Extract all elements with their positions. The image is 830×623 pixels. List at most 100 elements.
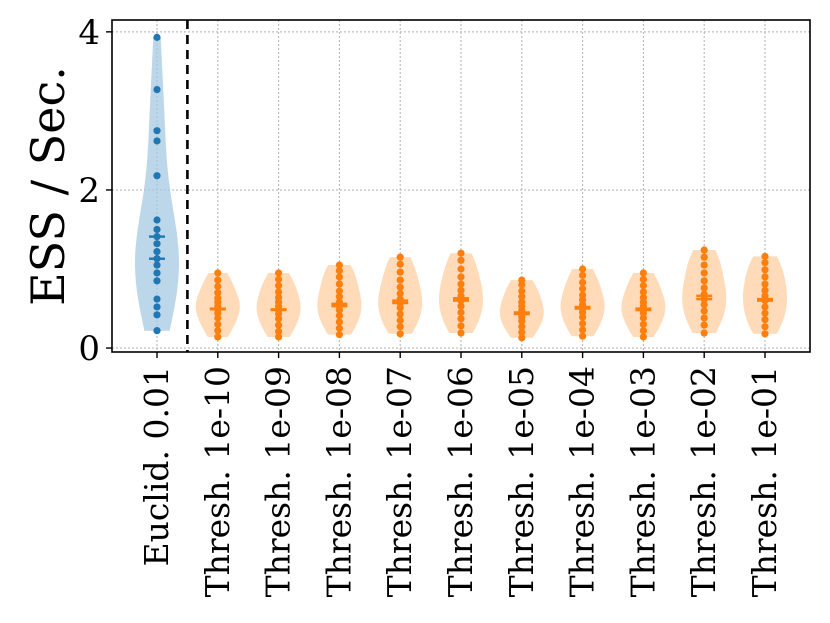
x-tick-label: Thresh. 1e-08	[319, 366, 358, 597]
data-point	[335, 273, 343, 281]
data-point	[396, 330, 404, 338]
data-point	[214, 276, 222, 284]
data-point	[457, 329, 465, 337]
data-point	[275, 288, 283, 296]
data-point	[518, 334, 526, 342]
x-tick-label: Thresh. 1e-09	[259, 366, 298, 597]
x-tick-label: Thresh. 1e-02	[684, 366, 723, 597]
data-point	[396, 253, 404, 261]
data-point	[457, 265, 465, 273]
y-axis-label: ESS / Sec.	[21, 66, 75, 306]
data-point	[639, 333, 648, 341]
data-point	[518, 328, 526, 336]
data-point	[335, 293, 343, 301]
data-point	[457, 308, 465, 317]
data-point	[153, 327, 161, 335]
data-point	[153, 85, 161, 94]
data-point	[275, 327, 283, 336]
data-point	[761, 286, 769, 294]
data-point	[639, 293, 648, 302]
data-point	[518, 276, 526, 284]
data-point	[579, 265, 587, 273]
data-point	[579, 278, 587, 287]
data-point	[518, 323, 526, 331]
data-point	[579, 319, 587, 328]
data-point	[153, 137, 161, 145]
data-point	[700, 284, 708, 292]
data-point	[335, 318, 343, 326]
data-point	[579, 285, 587, 293]
data-point	[700, 321, 708, 329]
data-point	[700, 246, 708, 254]
x-tick-label: Thresh. 1e-04	[563, 366, 602, 597]
data-point	[153, 295, 161, 303]
data-point	[396, 268, 404, 276]
data-point	[275, 269, 283, 277]
data-point	[335, 287, 343, 295]
data-point	[761, 309, 769, 317]
data-point	[761, 259, 769, 267]
data-point	[153, 311, 161, 319]
data-point	[214, 333, 222, 341]
data-point	[275, 282, 283, 290]
data-point	[275, 333, 283, 341]
data-point	[335, 280, 343, 288]
data-point	[700, 329, 708, 337]
data-point	[153, 225, 161, 234]
data-point	[275, 321, 283, 329]
data-point	[396, 276, 404, 284]
data-point	[153, 216, 161, 224]
data-point	[275, 275, 283, 283]
data-point	[457, 256, 465, 264]
data-point	[518, 293, 526, 301]
data-point	[214, 320, 222, 328]
data-point	[457, 280, 465, 288]
y-tick-label: 2	[78, 171, 100, 211]
data-point	[457, 322, 465, 330]
data-point	[518, 298, 526, 306]
y-axis-ticks: 0 2 4	[78, 13, 112, 369]
data-point	[396, 310, 404, 318]
data-point	[457, 315, 465, 323]
data-point	[457, 273, 465, 281]
data-point	[153, 240, 161, 248]
data-point	[153, 33, 161, 41]
data-point	[396, 323, 404, 331]
violin-body	[135, 37, 179, 331]
data-point	[579, 326, 587, 334]
y-tick-label: 4	[78, 13, 100, 53]
data-point	[153, 303, 161, 311]
data-point	[335, 312, 343, 320]
x-tick-label: Thresh. 1e-03	[623, 366, 662, 597]
data-point	[639, 288, 648, 296]
data-point	[579, 332, 587, 340]
data-point	[153, 172, 161, 180]
x-tick-label: Euclid. 0.01	[137, 366, 176, 567]
data-point	[639, 275, 648, 283]
data-point	[153, 127, 161, 135]
data-point	[761, 280, 769, 288]
data-point	[214, 294, 222, 302]
data-point	[153, 269, 161, 277]
data-point	[700, 269, 708, 277]
data-point	[457, 286, 465, 294]
data-point	[214, 289, 222, 297]
data-point	[761, 315, 769, 324]
data-point	[700, 307, 708, 315]
data-point	[396, 260, 404, 268]
data-point	[761, 330, 769, 338]
data-point	[396, 283, 404, 291]
data-point	[700, 261, 708, 269]
data-point	[214, 282, 222, 290]
violins	[135, 33, 787, 342]
data-point	[761, 266, 769, 274]
data-point	[335, 331, 343, 339]
data-point	[700, 277, 708, 285]
data-point	[457, 249, 465, 257]
data-point	[335, 324, 343, 332]
data-point	[700, 314, 708, 322]
data-point	[153, 277, 161, 285]
data-point	[579, 271, 587, 279]
data-point	[761, 273, 769, 281]
x-tick-label: Thresh. 1e-05	[502, 366, 541, 597]
